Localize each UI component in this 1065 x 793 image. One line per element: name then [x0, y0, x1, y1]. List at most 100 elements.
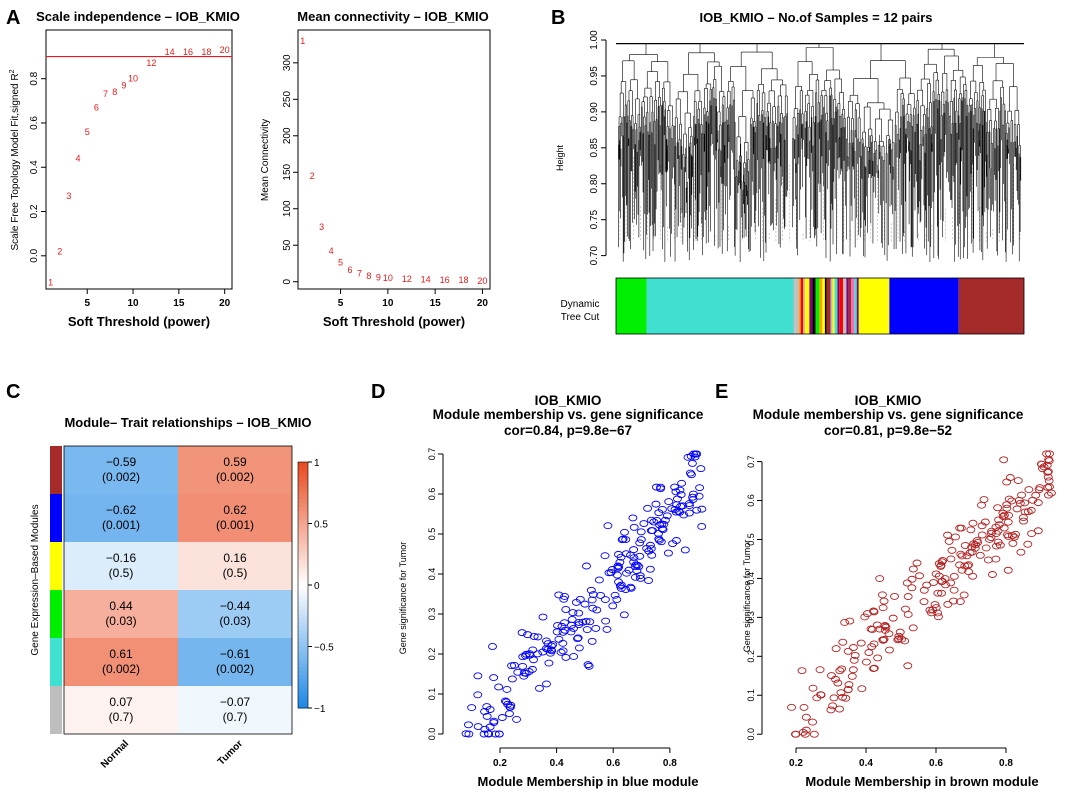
scatter-point	[907, 584, 917, 592]
scatter-point	[615, 582, 625, 590]
scatter-point	[850, 651, 860, 659]
scatter-point	[500, 697, 510, 705]
title-line-3: cor=0.81, p=9.8e−52	[824, 423, 952, 438]
y-tick-label: 0.2	[29, 204, 40, 218]
column-label: Normal	[99, 738, 131, 770]
scatter-point	[903, 662, 913, 670]
legend-gradient-step	[298, 474, 308, 479]
scatter-point	[968, 519, 978, 527]
scatter-point	[560, 592, 570, 600]
module-stripe	[795, 278, 800, 334]
y-tick-label: 0.3	[427, 608, 437, 621]
scatter-point	[649, 518, 659, 526]
scatter-point	[596, 591, 605, 599]
heatmap-cell	[178, 542, 292, 590]
scatter-point	[878, 604, 888, 612]
x-tick-label: 10	[127, 298, 139, 309]
legend-gradient-step	[298, 544, 308, 549]
scatter-point	[1033, 499, 1043, 507]
scatter-point	[937, 558, 947, 566]
scatter-point	[677, 479, 687, 487]
legend-gradient-step	[298, 572, 308, 578]
scatter-point	[662, 512, 672, 520]
power-label: 6	[348, 265, 353, 275]
scatter-point	[629, 546, 639, 554]
scatter-point	[861, 658, 871, 666]
scatter-point	[968, 572, 978, 580]
scatter-point	[543, 640, 553, 648]
scatter-point	[1003, 518, 1013, 526]
module-stripe	[799, 278, 801, 334]
scatter-point	[1016, 548, 1026, 556]
scatter-point	[524, 668, 534, 675]
scatter-point	[494, 683, 504, 691]
scatter-point	[656, 483, 666, 491]
module-stripe	[846, 278, 849, 334]
power-label: 12	[146, 58, 156, 68]
scatter-point	[647, 551, 657, 559]
legend-gradient-step	[298, 486, 308, 492]
x-tick-label: 0.2	[493, 758, 507, 769]
scatter-point	[585, 618, 595, 626]
power-label: 3	[319, 222, 324, 232]
x-tick-label: 15	[173, 298, 185, 309]
cell-value: 0.62	[223, 503, 247, 517]
scatter-point	[973, 539, 983, 546]
heatmap-cell	[178, 638, 292, 686]
scatter-point	[684, 502, 694, 510]
scatter-point	[919, 598, 929, 606]
legend-gradient-step	[298, 593, 308, 598]
legend-gradient-step	[298, 568, 308, 574]
cell-value: −0.62	[106, 503, 137, 517]
scatter-point	[619, 611, 629, 619]
scatter-point	[480, 708, 490, 715]
legend-gradient-step	[298, 548, 308, 553]
scatter-point	[568, 609, 578, 617]
y-axis-label: Scale Free Topology Model Fit,signed R2	[9, 69, 21, 250]
legend-gradient-step	[298, 703, 308, 709]
y-tick-label: 150	[282, 163, 293, 180]
power-label: 7	[357, 269, 362, 279]
scatter-point	[1044, 457, 1054, 465]
scatter-point	[569, 652, 579, 660]
scatter-point	[880, 626, 890, 634]
scatter-point	[675, 486, 685, 494]
scatter-point	[885, 646, 894, 654]
scatter-point	[946, 555, 956, 563]
module-stripe	[803, 278, 805, 334]
chart-title: Mean connectivity – IOB_KMIO	[297, 9, 488, 24]
scatter-point	[894, 635, 904, 643]
cell-pvalue: (0.7)	[109, 710, 134, 724]
legend-gradient-step	[298, 605, 308, 611]
scatter-point	[507, 662, 517, 670]
scatter-point	[1043, 468, 1053, 476]
scatter-point	[919, 586, 929, 594]
scatter-point	[966, 526, 976, 534]
legend-gradient-step	[298, 576, 308, 582]
scatter-point	[614, 578, 623, 586]
scatter-point	[857, 685, 867, 693]
panel-label-d: D	[371, 381, 385, 403]
scatter-point	[646, 527, 656, 535]
scatter-point	[977, 501, 986, 509]
heatmap-cell	[178, 686, 292, 734]
scatter-point	[559, 595, 569, 603]
module-stripe	[800, 278, 804, 334]
scatter-point	[979, 496, 989, 503]
y-axis-label: Gene significance for Tumor	[742, 540, 752, 653]
scatter-point	[573, 634, 583, 642]
scatter-point	[894, 632, 904, 640]
title-line-2: Module membership vs. gene significance	[433, 407, 704, 422]
scatter-point	[835, 705, 844, 713]
legend-gradient-step	[298, 662, 308, 668]
y-tick-label: 0.6	[746, 494, 756, 507]
scatter-point	[634, 563, 644, 570]
module-swatch	[50, 638, 62, 686]
module-stripe	[832, 278, 835, 334]
scatter-point	[985, 535, 994, 543]
scatter-point	[837, 665, 847, 673]
scatter-point	[542, 680, 551, 688]
scatter-point	[518, 662, 528, 670]
scatter-point	[567, 616, 577, 623]
scatter-point	[808, 684, 818, 692]
